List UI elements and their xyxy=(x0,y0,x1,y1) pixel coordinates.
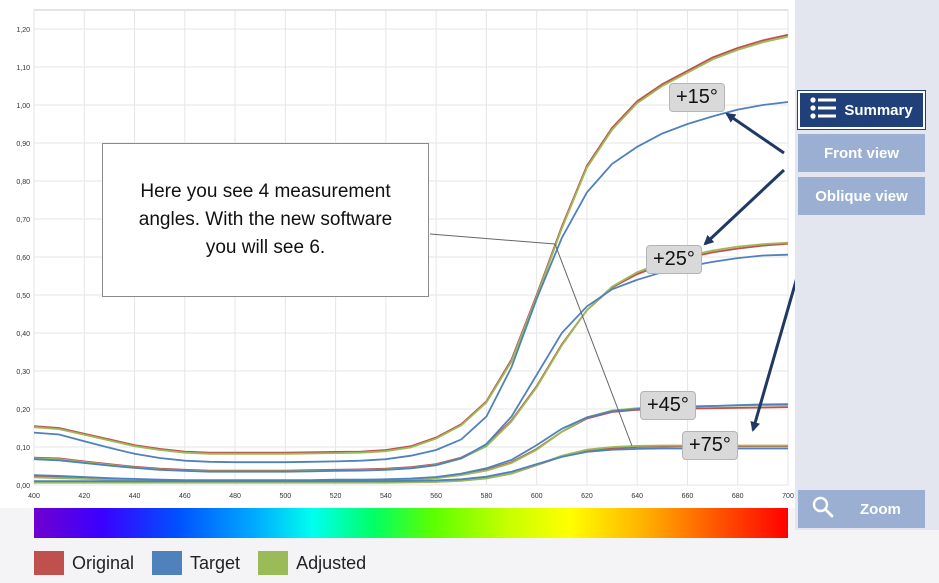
y-tick-label: 0,00 xyxy=(16,483,30,490)
legend-swatch-target xyxy=(152,551,183,575)
x-tick-label: 420 xyxy=(78,493,90,500)
spectrum-bar xyxy=(34,508,788,538)
x-tick-label: 700 xyxy=(782,493,794,500)
x-tick-label: 640 xyxy=(631,493,643,500)
oblique-view-button[interactable]: Oblique view xyxy=(798,177,925,215)
y-tick-label: 0,10 xyxy=(16,445,30,452)
x-tick-label: 620 xyxy=(581,493,593,500)
x-tick-label: 500 xyxy=(279,493,291,500)
oblique-view-label: Oblique view xyxy=(815,187,908,205)
legend-item-adjusted: Adjusted xyxy=(258,551,366,575)
zoom-button-label: Zoom xyxy=(860,500,901,518)
legend-item-target: Target xyxy=(152,551,240,575)
x-tick-label: 680 xyxy=(732,493,744,500)
legend-label-target: Target xyxy=(190,552,241,573)
x-tick-label: 600 xyxy=(531,493,543,500)
series-line-adjusted-1 xyxy=(33,35,789,455)
callout-note: Here you see 4 measurement angles. With … xyxy=(102,143,429,297)
x-tick-label: 400 xyxy=(28,493,40,500)
x-tick-label: 660 xyxy=(682,493,694,500)
series-line-target-11 xyxy=(34,447,788,483)
list-icon xyxy=(810,97,837,123)
y-tick-label: 0,40 xyxy=(16,331,30,338)
legend-label-original: Original xyxy=(72,552,135,573)
x-tick-label: 580 xyxy=(481,493,493,500)
x-tick-label: 480 xyxy=(229,493,241,500)
front-view-label: Front view xyxy=(823,144,899,162)
y-tick-label: 0,30 xyxy=(16,369,30,376)
legend-swatch-adjusted xyxy=(258,551,289,575)
summary-button-label: Summary xyxy=(844,101,913,119)
y-tick-label: 0,70 xyxy=(16,217,30,224)
y-tick-label: 0,90 xyxy=(16,141,30,148)
angle-label-75: +75° xyxy=(682,431,738,460)
series-line-original-0 xyxy=(33,33,789,454)
y-tick-label: 1,20 xyxy=(16,27,30,34)
y-tick-label: 0,80 xyxy=(16,179,30,186)
y-tick-label: 0,60 xyxy=(16,255,30,262)
y-tick-label: 1,00 xyxy=(16,103,30,110)
x-tick-label: 440 xyxy=(129,493,141,500)
x-tick-label: 520 xyxy=(330,493,342,500)
series-line-adjusted-10 xyxy=(34,444,788,484)
y-tick-label: 0,50 xyxy=(16,293,30,300)
legend-item-original: Original xyxy=(34,551,134,575)
y-tick-label: 1,10 xyxy=(16,65,30,72)
front-view-button[interactable]: Front view xyxy=(798,134,925,172)
side-panel: Summary Front view Oblique view Zoom xyxy=(795,0,939,530)
y-tick-label: 0,20 xyxy=(16,407,30,414)
search-icon xyxy=(812,496,834,522)
legend: Original Target Adjusted xyxy=(34,550,384,576)
summary-button[interactable]: Summary xyxy=(797,90,926,130)
legend-label-adjusted: Adjusted xyxy=(296,552,367,573)
series-line-target-2 xyxy=(33,101,789,464)
x-tick-label: 540 xyxy=(380,493,392,500)
angle-label-15: +15° xyxy=(669,83,725,112)
x-tick-label: 560 xyxy=(430,493,442,500)
legend-swatch-original xyxy=(34,551,64,575)
x-tick-label: 460 xyxy=(179,493,191,500)
zoom-button[interactable]: Zoom xyxy=(798,490,925,528)
angle-label-25: +25° xyxy=(646,245,702,274)
angle-label-45: +45° xyxy=(640,391,696,420)
